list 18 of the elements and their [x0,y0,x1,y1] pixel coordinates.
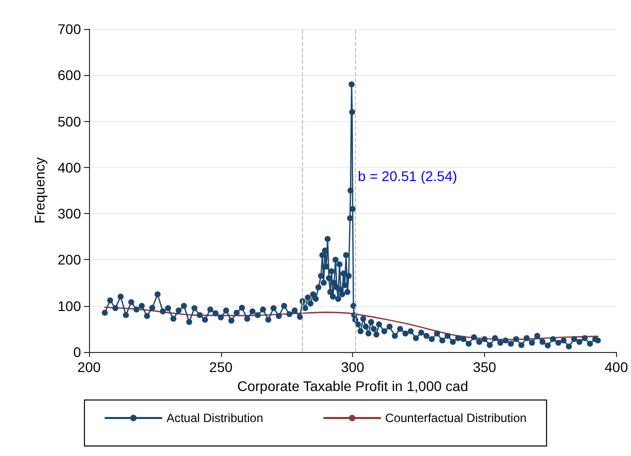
y-tick-label: 0 [73,344,82,360]
y-tick-label: 400 [58,159,82,176]
x-tick-label: 300 [340,359,365,375]
y-tick-label: 200 [58,252,82,268]
legend-label: Counterfactual Distribution [385,411,527,425]
y-axis-title: Frequency [32,157,48,224]
y-tick-label: 600 [58,67,82,84]
y-tick-label: 300 [58,206,82,222]
y-tick-label: 700 [58,21,82,37]
legend-label: Actual Distribution [166,411,264,425]
x-tick-label: 400 [604,359,628,375]
x-tick-label: 250 [209,359,233,375]
annotation: b = 20.51 (2.54) [358,168,458,184]
x-tick-label: 350 [472,359,496,375]
x-tick-label: 200 [77,359,101,375]
y-tick-label: 100 [58,298,82,314]
x-axis-title: Corporate Taxable Profit in 1,000 cad [237,378,468,394]
y-tick-label: 500 [58,113,82,130]
